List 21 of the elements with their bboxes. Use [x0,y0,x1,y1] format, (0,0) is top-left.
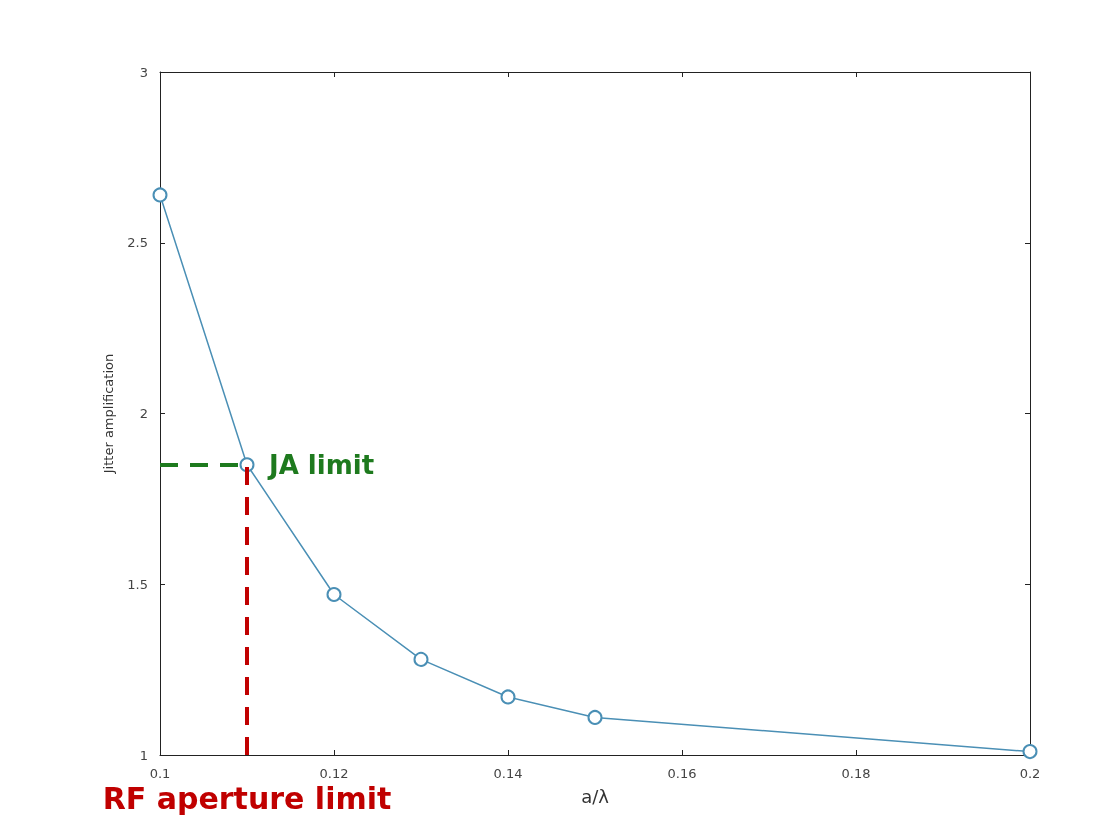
x-tick-label: 0.18 [841,766,871,781]
point [587,709,603,725]
point [500,689,516,705]
x-axis-title: a/λ [581,785,610,807]
x-tick-label: 0.16 [667,766,697,781]
y-tick-label: 2 [139,406,148,421]
point [413,651,429,667]
x-tick-label: 0.1 [149,766,171,781]
ref-line-label: JA limit [267,449,375,480]
x-tick-label: 0.12 [319,766,349,781]
point [326,587,342,602]
ref-line-label: RF aperture limit [102,780,392,816]
y-tick-label: 3 [139,64,148,80]
y-axis-title: Jitter amplification [101,353,116,475]
point [152,187,168,203]
x-tick-label: 0.14 [493,766,523,781]
y-tick-label: 1 [139,747,148,763]
y-tick-label: 2.5 [127,235,148,251]
x-tick-label: 0.2 [1019,766,1041,781]
point [1022,744,1038,760]
y-tick-label: 1.5 [127,576,148,592]
